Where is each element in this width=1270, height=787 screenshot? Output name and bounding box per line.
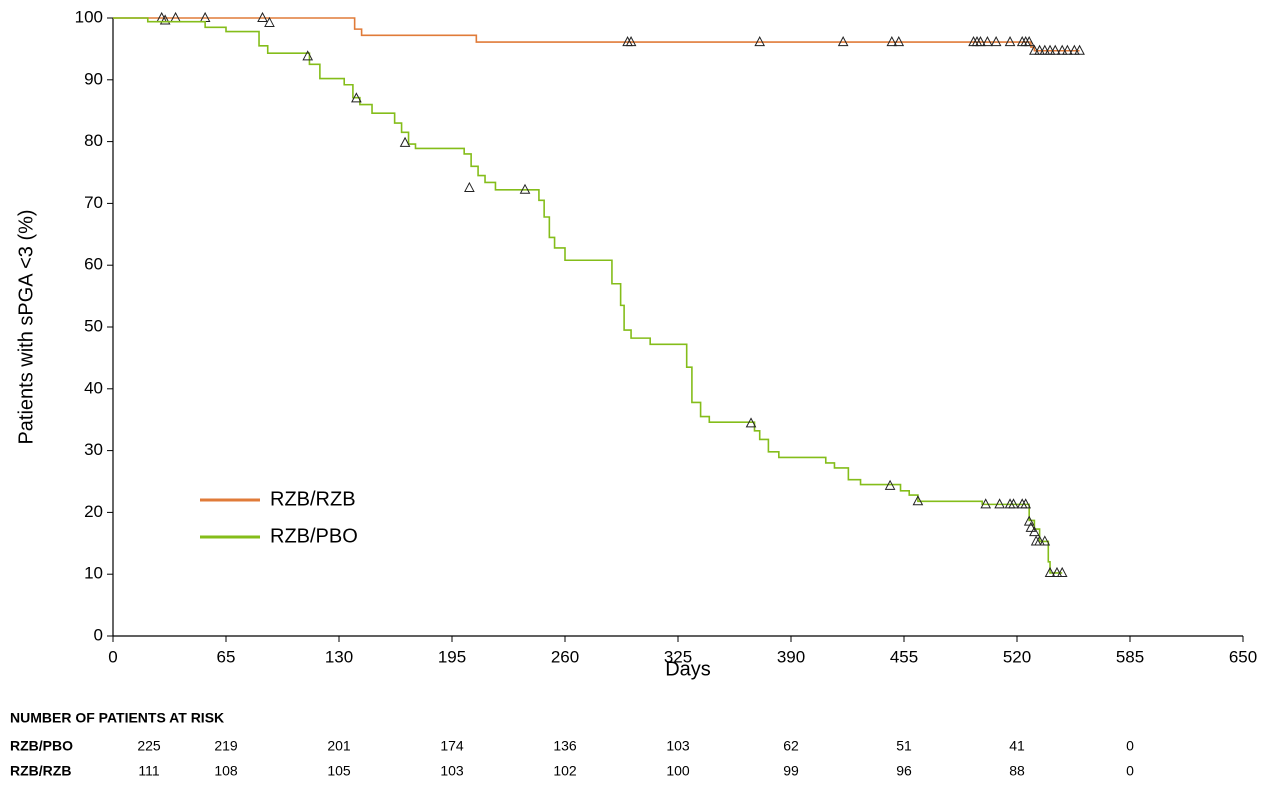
censor-marker bbox=[1023, 36, 1035, 47]
risk-value: 219 bbox=[214, 738, 238, 754]
censor-marker bbox=[257, 11, 268, 22]
legend-label: RZB/PBO bbox=[270, 525, 358, 547]
censor-marker bbox=[1044, 566, 1056, 577]
x-tick-label: 390 bbox=[777, 647, 805, 666]
x-tick-label: 455 bbox=[890, 647, 918, 666]
risk-value: 51 bbox=[896, 738, 912, 754]
censor-marker bbox=[980, 498, 992, 509]
x-tick-label: 325 bbox=[664, 647, 692, 666]
x-tick-label: 0 bbox=[108, 647, 117, 666]
censor-marker bbox=[1004, 36, 1016, 47]
x-tick-label: 520 bbox=[1003, 647, 1031, 666]
y-tick-label: 60 bbox=[84, 255, 103, 274]
risk-value: 41 bbox=[1009, 738, 1025, 754]
censor-marker bbox=[464, 181, 475, 192]
risk-value: 100 bbox=[666, 763, 690, 779]
risk-value: 111 bbox=[138, 763, 159, 779]
censor-marker bbox=[893, 36, 905, 47]
censor-marker bbox=[1039, 44, 1051, 55]
risk-row-name: RZB/RZB bbox=[10, 763, 71, 779]
censor-marker bbox=[1049, 44, 1061, 55]
risk-value: 0 bbox=[1126, 763, 1134, 779]
risk-value: 103 bbox=[440, 763, 464, 779]
risk-value: 96 bbox=[896, 763, 912, 779]
censor-marker bbox=[1074, 44, 1085, 55]
risk-row-name: RZB/PBO bbox=[10, 738, 73, 754]
y-tick-label: 40 bbox=[84, 378, 103, 397]
censor-marker bbox=[399, 136, 411, 147]
risk-value: 136 bbox=[553, 738, 577, 754]
x-tick-label: 195 bbox=[438, 647, 466, 666]
y-tick-label: 0 bbox=[94, 625, 103, 644]
risk-value: 0 bbox=[1126, 738, 1134, 754]
censor-marker bbox=[975, 36, 986, 47]
x-axis-title: Days bbox=[665, 658, 711, 680]
censor-marker bbox=[886, 36, 898, 47]
censor-marker bbox=[1034, 44, 1045, 55]
censor-marker bbox=[990, 36, 1002, 47]
censor-marker bbox=[1056, 566, 1068, 577]
y-tick-label: 50 bbox=[84, 316, 103, 335]
censor-marker bbox=[754, 36, 766, 47]
censor-marker bbox=[1051, 566, 1063, 577]
y-axis-title: Patients with sPGA <3 (%) bbox=[15, 209, 37, 444]
censor-marker bbox=[1044, 44, 1056, 55]
x-tick-label: 260 bbox=[551, 647, 579, 666]
risk-value: 201 bbox=[327, 738, 351, 754]
y-tick-label: 20 bbox=[84, 502, 103, 521]
y-tick-label: 80 bbox=[84, 131, 103, 150]
y-tick-label: 30 bbox=[84, 440, 103, 459]
censor-marker bbox=[351, 92, 362, 103]
censor-marker bbox=[1020, 498, 1032, 509]
legend-label: RZB/RZB bbox=[270, 488, 356, 510]
censor-marker bbox=[159, 14, 171, 25]
risk-value: 225 bbox=[137, 738, 161, 754]
censor-marker bbox=[745, 417, 757, 428]
km-curve bbox=[113, 17, 1080, 52]
x-tick-label: 65 bbox=[217, 647, 236, 666]
censor-marker bbox=[1029, 44, 1040, 55]
censor-marker bbox=[884, 479, 896, 490]
risk-value: 62 bbox=[783, 738, 799, 754]
risk-value: 103 bbox=[666, 738, 690, 754]
censor-marker bbox=[302, 50, 314, 61]
censor-marker bbox=[912, 495, 924, 506]
risk-table-title: NUMBER OF PATIENTS AT RISK bbox=[10, 710, 224, 726]
x-tick-label: 650 bbox=[1229, 647, 1257, 666]
risk-value: 108 bbox=[214, 763, 238, 779]
censor-marker bbox=[1034, 535, 1045, 546]
censor-marker bbox=[982, 36, 993, 47]
censor-marker bbox=[837, 36, 849, 47]
censor-marker bbox=[1008, 498, 1019, 509]
y-tick-label: 90 bbox=[84, 69, 103, 88]
censor-marker bbox=[625, 36, 637, 47]
censor-marker bbox=[1069, 44, 1080, 55]
risk-value: 102 bbox=[553, 763, 577, 779]
censor-marker bbox=[1039, 535, 1051, 546]
risk-value: 88 bbox=[1009, 763, 1025, 779]
km-curve bbox=[113, 17, 1063, 574]
y-tick-label: 10 bbox=[84, 564, 103, 583]
censor-marker bbox=[264, 16, 275, 27]
censor-marker bbox=[1025, 521, 1037, 532]
censor-marker bbox=[1056, 44, 1068, 55]
x-tick-label: 130 bbox=[325, 647, 353, 666]
censor-marker bbox=[1062, 44, 1073, 55]
censor-marker bbox=[994, 498, 1005, 509]
risk-value: 174 bbox=[440, 738, 464, 754]
y-tick-label: 100 bbox=[75, 7, 103, 26]
x-tick-label: 585 bbox=[1116, 647, 1144, 666]
risk-value: 105 bbox=[327, 763, 351, 779]
y-tick-label: 70 bbox=[84, 193, 103, 212]
risk-value: 99 bbox=[783, 763, 799, 779]
censor-marker bbox=[519, 183, 531, 194]
censor-marker bbox=[1029, 526, 1040, 537]
